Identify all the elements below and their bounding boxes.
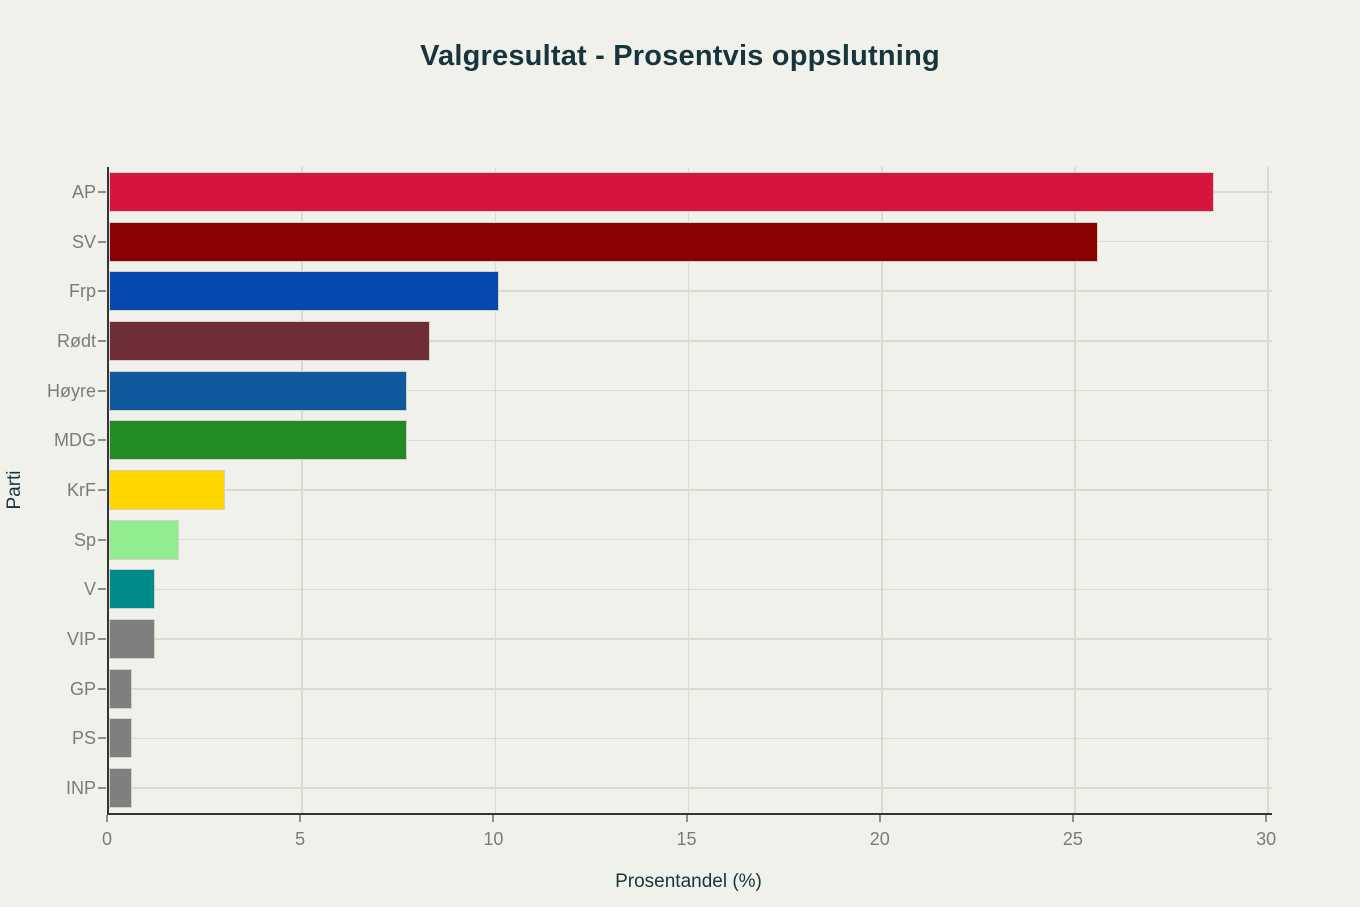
bar-MDG xyxy=(109,420,407,461)
ytick-label-INP: INP xyxy=(65,778,96,799)
ytick-mark-INP xyxy=(98,787,106,790)
bar-SV xyxy=(109,221,1099,262)
bar-Høyre xyxy=(109,370,407,411)
ytick-mark-PS xyxy=(98,737,106,740)
gridline-y-V xyxy=(109,588,1272,591)
gridline-y-Frp xyxy=(109,290,1272,292)
ytick-label-SV: SV xyxy=(71,231,96,252)
ytick-mark-VIP xyxy=(98,638,106,641)
gridline-y-INP xyxy=(109,787,1272,789)
xtick-mark-25 xyxy=(1071,815,1074,822)
xtick-mark-10 xyxy=(492,815,495,822)
bar-VIP xyxy=(109,619,156,660)
xtick-mark-15 xyxy=(685,815,688,822)
xtick-mark-0 xyxy=(106,815,108,822)
gridline-y-PS xyxy=(109,737,1272,740)
xtick-mark-30 xyxy=(1265,815,1268,822)
xtick-label-0: 0 xyxy=(101,829,112,849)
ytick-mark-MDG xyxy=(98,439,106,442)
x-axis-label: Prosentandel (%) xyxy=(615,871,762,892)
xtick-label-20: 20 xyxy=(869,829,890,849)
bar-V xyxy=(109,569,156,610)
ytick-label-AP: AP xyxy=(71,181,96,202)
gridline-y-Høyre xyxy=(109,389,1272,392)
gridline-y-Rødt xyxy=(109,340,1272,342)
ytick-label-VIP: VIP xyxy=(66,629,96,650)
xtick-label-25: 25 xyxy=(1062,829,1083,849)
ytick-mark-GP xyxy=(98,687,106,690)
xtick-label-10: 10 xyxy=(483,829,504,849)
ytick-mark-KrF xyxy=(98,489,106,491)
ytick-mark-AP xyxy=(98,190,106,193)
gridline-y-KrF xyxy=(109,489,1272,491)
ytick-mark-Frp xyxy=(98,290,106,293)
ytick-label-GP: GP xyxy=(69,678,96,699)
plot-area xyxy=(107,167,1272,815)
gridline-y-VIP xyxy=(109,638,1272,640)
bar-GP xyxy=(109,668,133,709)
ytick-label-Rødt: Rødt xyxy=(56,330,96,351)
xtick-label-5: 5 xyxy=(295,829,306,849)
ytick-mark-Rødt xyxy=(98,339,106,342)
bar-Sp xyxy=(109,519,179,560)
gridline-y-Sp xyxy=(109,538,1272,541)
bar-INP xyxy=(109,768,133,809)
xtick-mark-5 xyxy=(299,815,302,822)
bar-PS xyxy=(109,718,133,759)
ytick-label-Høyre: Høyre xyxy=(47,380,96,401)
chart-title: Valgresultat - Prosentvis oppslutning xyxy=(420,40,940,72)
ytick-label-Frp: Frp xyxy=(69,281,96,302)
ytick-label-MDG: MDG xyxy=(54,430,96,451)
gridline-y-GP xyxy=(109,688,1272,690)
ytick-mark-Sp xyxy=(98,538,106,541)
ytick-mark-SV xyxy=(98,240,106,243)
bar-KrF xyxy=(109,470,225,510)
ytick-label-KrF: KrF xyxy=(67,480,96,500)
ytick-mark-Høyre xyxy=(98,389,106,392)
xtick-label-30: 30 xyxy=(1256,829,1277,849)
bar-AP xyxy=(109,171,1215,212)
gridline-y-MDG xyxy=(109,439,1272,442)
ytick-label-PS: PS xyxy=(71,728,96,749)
ytick-label-V: V xyxy=(83,579,96,600)
ytick-label-Sp: Sp xyxy=(73,529,96,550)
ytick-mark-V xyxy=(98,588,106,591)
bar-Rødt xyxy=(109,320,430,361)
xtick-mark-20 xyxy=(878,815,881,822)
xtick-label-15: 15 xyxy=(676,829,697,849)
bar-Frp xyxy=(109,271,500,312)
